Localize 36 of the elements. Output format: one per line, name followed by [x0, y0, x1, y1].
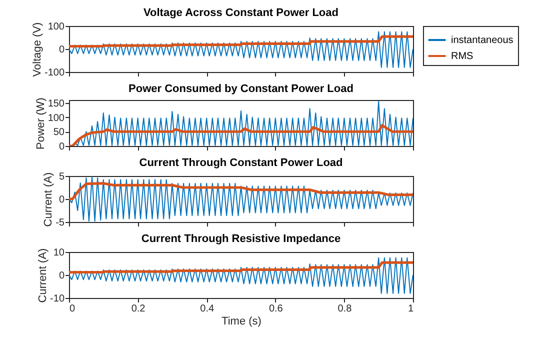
legend-label: RMS: [451, 51, 474, 62]
y-tick-label: 150: [48, 98, 65, 110]
chart-title: Power Consumed by Constant Power Load: [128, 83, 354, 96]
x-tick-label: 0.8: [338, 304, 352, 314]
line-series: [69, 31, 413, 68]
y-tick-label: 0: [58, 142, 65, 152]
y-tick-label: 10: [53, 248, 65, 258]
chart-title: Voltage Across Constant Power Load: [144, 7, 338, 19]
y-tick-label: -10: [50, 294, 65, 304]
y-tick-label: 100: [48, 22, 65, 32]
chart-title: Current Through Constant Power Load: [139, 157, 343, 169]
x-axis-title: Time (s): [222, 316, 262, 328]
y-tick-label: 50: [53, 127, 65, 138]
chart-title: Current Through Resistive Impedance: [141, 233, 341, 245]
y-axis-title: Current (A): [42, 172, 55, 227]
y-tick-label: 0: [58, 44, 65, 56]
x-tick-label: 0.4: [200, 304, 214, 314]
y-axis-title: Power (W): [34, 98, 47, 150]
x-tick-label: 0.6: [268, 304, 284, 314]
y-tick-label: 0: [58, 194, 65, 206]
line-series: [69, 257, 413, 294]
y-axis-title: Voltage (V): [31, 22, 44, 77]
y-tick-label: 0: [58, 270, 65, 282]
x-tick-label: 0.2: [131, 304, 146, 314]
line-series: [69, 182, 413, 200]
x-tick-label: 1: [408, 304, 414, 314]
legend-label: instantaneous: [451, 35, 514, 46]
y-axis-title: Current (A): [37, 248, 50, 303]
y-tick-label: 100: [48, 112, 65, 124]
x-tick-label: 0: [70, 304, 76, 314]
y-tick-label: -5: [56, 218, 65, 228]
y-tick-label: -100: [44, 68, 65, 78]
line-series: [69, 124, 413, 146]
line-series: [69, 261, 413, 274]
line-series: [69, 35, 413, 48]
y-tick-label: 5: [58, 172, 65, 182]
